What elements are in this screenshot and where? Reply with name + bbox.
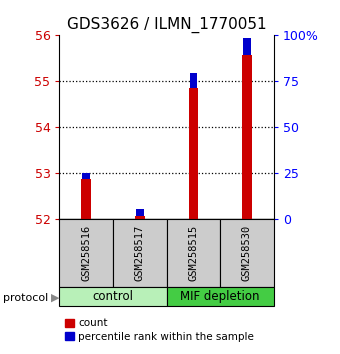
Bar	[243, 38, 251, 55]
Text: GSM258517: GSM258517	[135, 225, 145, 281]
Bar	[135, 216, 144, 219]
Title: GDS3626 / ILMN_1770051: GDS3626 / ILMN_1770051	[67, 16, 267, 33]
Text: GSM258516: GSM258516	[81, 225, 91, 281]
Bar	[167, 219, 220, 287]
Text: GSM258515: GSM258515	[188, 225, 198, 281]
Bar	[136, 209, 144, 216]
Legend: count, percentile rank within the sample: count, percentile rank within the sample	[65, 319, 254, 342]
Bar	[82, 172, 90, 179]
Text: GSM258530: GSM258530	[242, 225, 252, 281]
Bar	[167, 287, 274, 306]
Bar	[242, 55, 252, 219]
Bar	[113, 219, 167, 287]
Text: control: control	[92, 290, 134, 303]
Bar	[59, 287, 167, 306]
Bar	[220, 219, 274, 287]
Text: ▶: ▶	[51, 293, 60, 303]
Bar	[189, 88, 198, 219]
Bar	[82, 179, 91, 219]
Text: MIF depletion: MIF depletion	[181, 290, 260, 303]
Text: protocol: protocol	[3, 293, 49, 303]
Bar	[59, 219, 113, 287]
Bar	[189, 73, 197, 88]
